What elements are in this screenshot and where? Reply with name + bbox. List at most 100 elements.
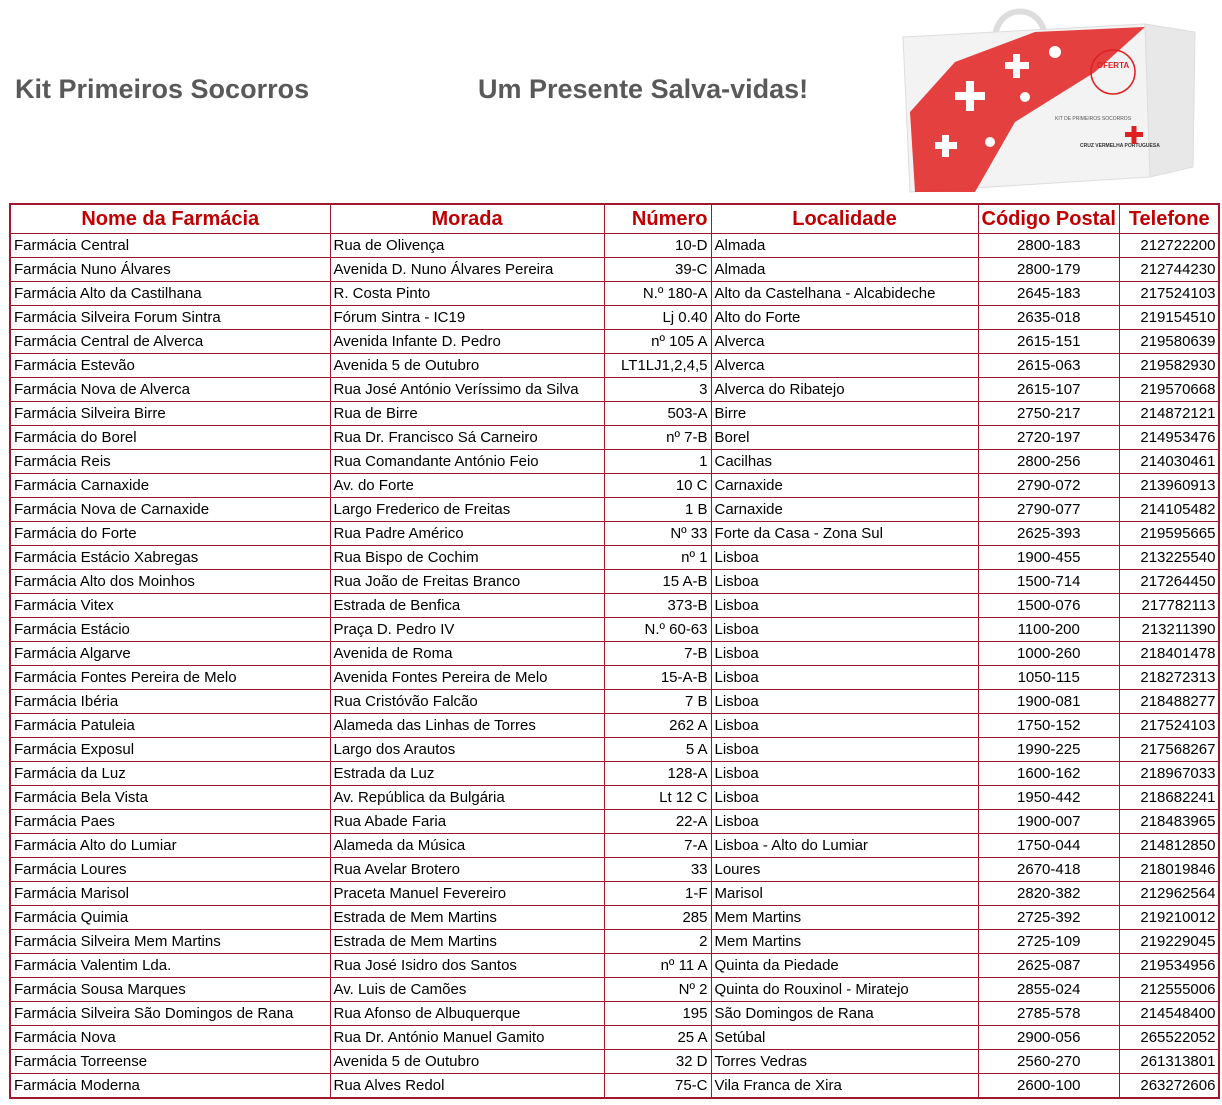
cell-address: Estrada de Mem Martins [329,929,605,954]
cell-locality: Lisboa [710,761,979,786]
cell-postal-code: 2800-179 [977,257,1120,282]
cell-address: Alameda da Música [329,833,605,858]
table-row: Farmácia Silveira Birre Rua de Birre 503-A… [9,401,1220,426]
cell-name: Farmácia Nova [9,1025,331,1050]
cell-postal-code: 1000-260 [977,641,1120,666]
column-header-name: Nome da Farmácia [9,203,331,234]
cell-address: Largo dos Arautos [329,737,605,762]
cell-number: 39-C [603,257,712,282]
cell-address: Estrada de Mem Martins [329,905,605,930]
cell-number: 262 A [603,713,712,738]
cell-name: Farmácia Central [9,233,331,258]
cell-postal-code: 1500-714 [977,569,1120,594]
cell-postal-code: 2615-151 [977,329,1120,354]
cell-phone: 213211390 [1118,617,1220,642]
table-row: Farmácia Moderna Rua Alves Redol 75-C Vila … [9,1073,1220,1099]
table-header-row: Nome da Farmácia Morada Número Localidad… [9,203,1220,234]
table-row: Farmácia da Luz Estrada da Luz 128-A Lisboa… [9,761,1220,786]
cell-name: Farmácia Fontes Pereira de Melo [9,665,331,690]
cell-number: 128-A [603,761,712,786]
cell-name: Farmácia Carnaxide [9,473,331,498]
cell-locality: Lisboa [710,737,979,762]
cell-number: 10-D [603,233,712,258]
cell-number: Nº 33 [603,521,712,546]
svg-text:CRUZ VERMELHA PORTUGUESA: CRUZ VERMELHA PORTUGUESA [1080,143,1160,149]
cell-name: Farmácia Alto do Lumiar [9,833,331,858]
cell-phone: 218272313 [1118,665,1220,690]
cell-address: Rua Padre Américo [329,521,605,546]
cell-number: 5 A [603,737,712,762]
cell-name: Farmácia Paes [9,809,331,834]
table-row: Farmácia Estevão Avenida 5 de Outubro LT1L… [9,353,1220,378]
cell-address: Rua José Isidro dos Santos [329,953,605,978]
cell-postal-code: 2645-183 [977,281,1120,306]
cell-address: Rua João de Freitas Branco [329,569,605,594]
cell-phone: 217524103 [1118,281,1220,306]
cell-postal-code: 2720-197 [977,425,1120,450]
cell-locality: Alverca [710,353,979,378]
cell-phone: 217782113 [1118,593,1220,618]
table-row: Farmácia Alto dos Moinhos Rua João de Fre… [9,569,1220,594]
cell-locality: Borel [710,425,979,450]
cell-name: Farmácia Estácio Xabregas [9,545,331,570]
table-row: Farmácia Bela Vista Av. República da Bulg… [9,785,1220,810]
cell-number: 32 D [603,1049,712,1074]
cell-locality: Quinta do Rouxinol - Miratejo [710,977,979,1002]
cell-address: Rua Dr. António Manuel Gamito [329,1025,605,1050]
cell-phone: 214872121 [1118,401,1220,426]
cell-address: Estrada da Luz [329,761,605,786]
cell-locality: Lisboa [710,569,979,594]
cell-locality: Forte da Casa - Zona Sul [710,521,979,546]
cell-phone: 218019846 [1118,857,1220,882]
cell-locality: São Domingos de Rana [710,1001,979,1026]
cell-address: Fórum Sintra - IC19 [329,305,605,330]
cell-postal-code: 1100-200 [977,617,1120,642]
cell-number: nº 1 [603,545,712,570]
cell-phone: 217568267 [1118,737,1220,762]
cell-number: 503-A [603,401,712,426]
cell-postal-code: 2790-072 [977,473,1120,498]
cell-locality: Birre [710,401,979,426]
cell-locality: Lisboa [710,593,979,618]
table-row: Farmácia Nova Rua Dr. António Manuel Gami… [9,1025,1220,1050]
table-row: Farmácia Loures Rua Avelar Brotero 33 Loure… [9,857,1220,882]
cell-locality: Cacilhas [710,449,979,474]
cell-name: Farmácia Estevão [9,353,331,378]
cell-phone: 217264450 [1118,569,1220,594]
cell-name: Farmácia Estácio [9,617,331,642]
cell-phone: 219534956 [1118,953,1220,978]
cell-postal-code: 2560-270 [977,1049,1120,1074]
cell-number: 285 [603,905,712,930]
cell-postal-code: 2625-087 [977,953,1120,978]
cell-number: 7 B [603,689,712,714]
cell-address: Rua Afonso de Albuquerque [329,1001,605,1026]
table-row: Farmácia Silveira Forum Sintra Fórum Sint… [9,305,1220,330]
cell-address: Estrada de Benfica [329,593,605,618]
cell-name: Farmácia Reis [9,449,331,474]
cell-postal-code: 1500-076 [977,593,1120,618]
cell-postal-code: 1950-442 [977,785,1120,810]
cell-locality: Lisboa [710,665,979,690]
cell-name: Farmácia Alto da Castilhana [9,281,331,306]
cell-locality: Mem Martins [710,905,979,930]
table-row: Farmácia Silveira Mem Martins Estrada de … [9,929,1220,954]
cell-address: Av. Luis de Camões [329,977,605,1002]
cell-postal-code: 2615-063 [977,353,1120,378]
cell-phone: 218401478 [1118,641,1220,666]
cell-address: Rua de Birre [329,401,605,426]
cell-number: nº 105 A [603,329,712,354]
cell-name: Farmácia Quimia [9,905,331,930]
table-row: Farmácia Vitex Estrada de Benfica 373-B Lis… [9,593,1220,618]
cell-locality: Carnaxide [710,473,979,498]
cell-phone: 263272606 [1118,1073,1220,1099]
cell-address: Rua de Olivença [329,233,605,258]
cell-name: Farmácia Patuleia [9,713,331,738]
table-row: Farmácia Nova de Carnaxide Largo Frederic… [9,497,1220,522]
cell-phone: 214953476 [1118,425,1220,450]
cell-postal-code: 1990-225 [977,737,1120,762]
cell-number: Lj 0.40 [603,305,712,330]
cell-number: LT1LJ1,2,4,5 [603,353,712,378]
table-row: Farmácia Ibéria Rua Cristóvão Falcão 7 B Li… [9,689,1220,714]
cell-phone: 212962564 [1118,881,1220,906]
cell-address: Av. do Forte [329,473,605,498]
